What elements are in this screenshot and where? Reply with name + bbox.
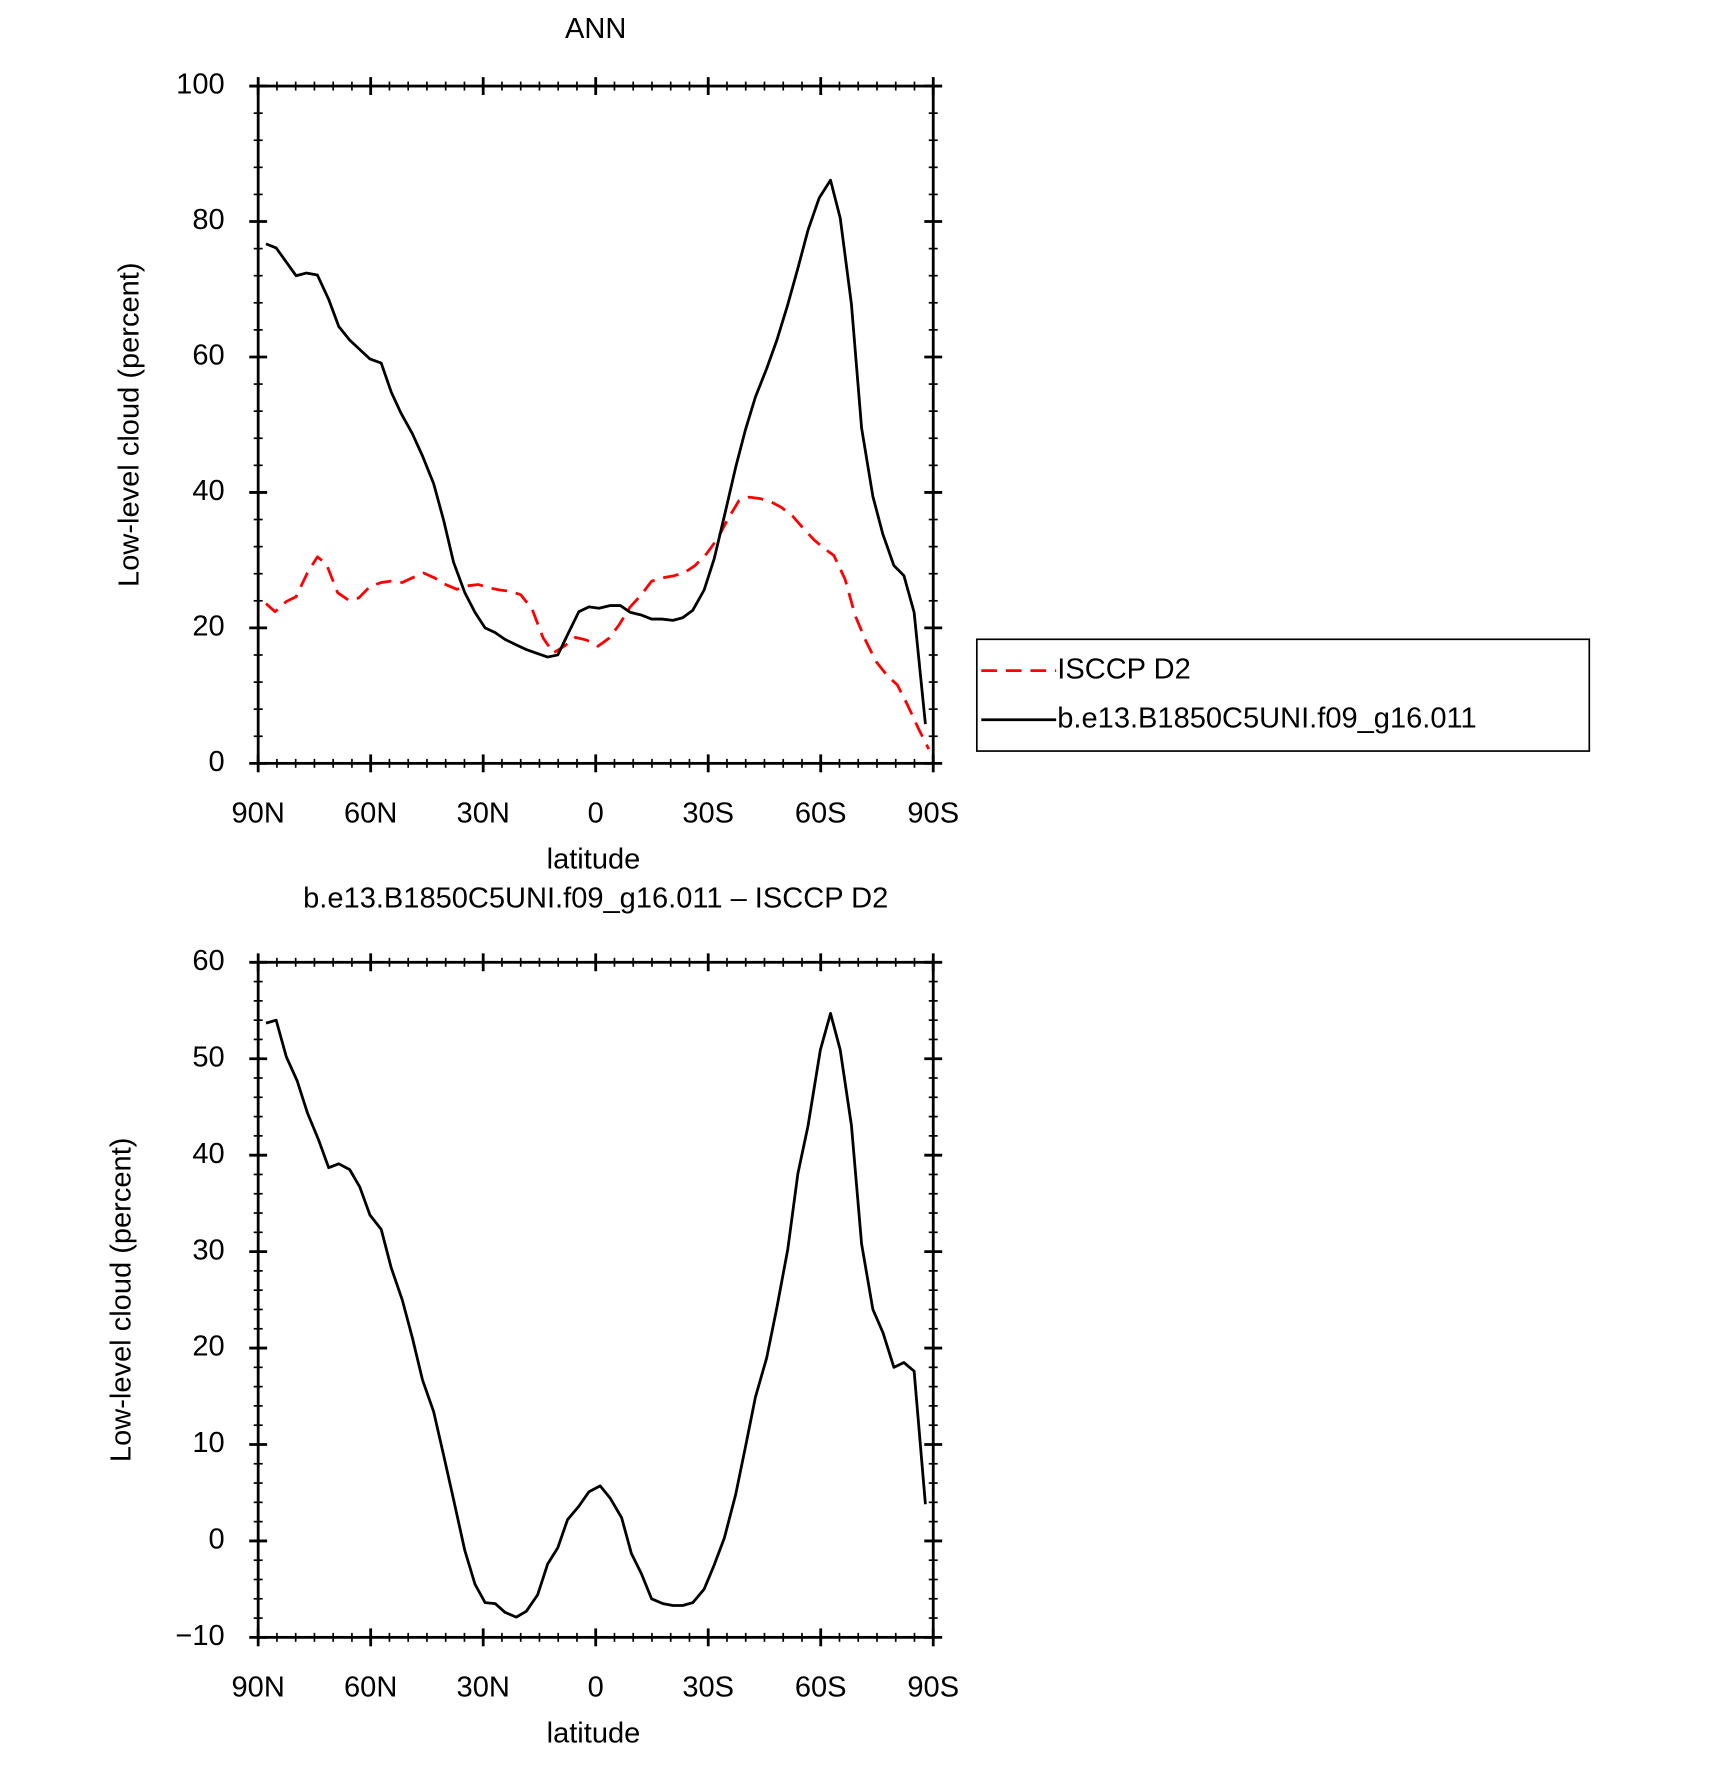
legend-label: b.e13.B1850C5UNI.f09_g16.011 [1057, 702, 1476, 734]
y-axis-label: Low-level cloud (percent) [106, 1138, 138, 1463]
x-tick-label: 0 [588, 1671, 604, 1703]
y-axis-label: Low-level cloud (percent) [113, 262, 145, 587]
legend-box [975, 638, 1591, 752]
y-tick-label: 20 [192, 611, 224, 643]
x-tick-label: 60N [344, 1671, 397, 1703]
y-tick-label: 60 [192, 945, 224, 977]
y-tick-label: 40 [192, 1138, 224, 1170]
x-tick-label: 30S [682, 1671, 734, 1703]
y-tick-label: 30 [192, 1234, 224, 1266]
legend-label: ISCCP D2 [1057, 653, 1190, 685]
y-tick-label: 100 [176, 69, 224, 101]
x-tick-label: 30N [457, 1671, 510, 1703]
y-tick-label: 10 [192, 1427, 224, 1459]
data-line [265, 1011, 927, 1619]
x-tick-label: 60S [795, 797, 847, 829]
x-tick-label: 90S [907, 797, 959, 829]
plot-frame [256, 960, 935, 1639]
x-axis-label: latitude [547, 1717, 641, 1749]
y-tick-label: 80 [192, 204, 224, 236]
x-tick-label: 90N [232, 797, 285, 829]
chart-title: ANN [565, 13, 626, 45]
y-tick-label: −10 [175, 1620, 224, 1652]
chart-title: b.e13.B1850C5UNI.f09_g16.011 – ISCCP D2 [303, 882, 888, 914]
data-line [265, 178, 927, 725]
y-tick-label: 60 [192, 340, 224, 372]
y-tick-label: 0 [208, 746, 224, 778]
x-tick-label: 90N [232, 1671, 285, 1703]
data-line [265, 495, 931, 750]
x-tick-label: 30N [457, 797, 510, 829]
x-axis-label: latitude [547, 843, 641, 875]
y-tick-label: 20 [192, 1331, 224, 1363]
x-tick-label: 60S [795, 1671, 847, 1703]
y-tick-label: 0 [208, 1524, 224, 1556]
y-tick-label: 40 [192, 475, 224, 507]
x-tick-label: 0 [588, 797, 604, 829]
y-tick-label: 50 [192, 1041, 224, 1073]
x-tick-label: 90S [907, 1671, 959, 1703]
x-tick-label: 30S [682, 797, 734, 829]
x-tick-label: 60N [344, 797, 397, 829]
